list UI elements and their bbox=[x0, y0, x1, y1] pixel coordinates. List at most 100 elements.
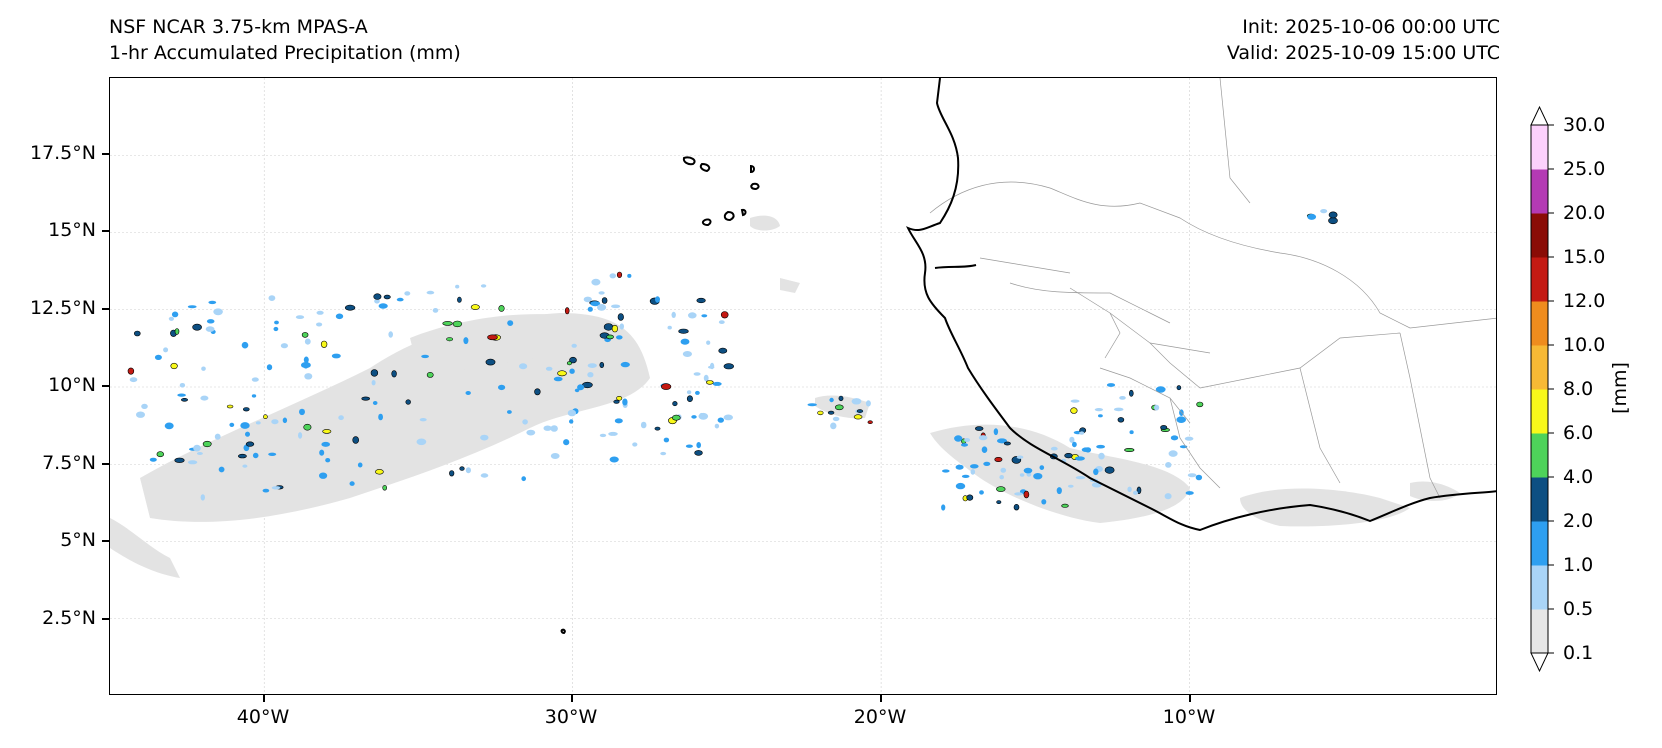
precip-cell bbox=[577, 384, 585, 391]
precip-cell bbox=[280, 343, 288, 349]
precip-cell bbox=[660, 451, 667, 456]
precip-cell bbox=[601, 297, 608, 304]
precip-cell bbox=[611, 324, 619, 333]
colorbar-min-extend bbox=[1530, 652, 1549, 673]
precip-cell bbox=[208, 300, 217, 305]
colorbar-level-label: 1.0 bbox=[1563, 554, 1594, 576]
init-time: Init: 2025-10-06 00:00 UTC bbox=[1242, 16, 1500, 38]
precip-cell bbox=[1155, 386, 1166, 393]
precip-cell bbox=[200, 395, 209, 401]
precip-cell bbox=[999, 475, 1004, 480]
precip-cell bbox=[994, 456, 1003, 462]
precip-cell bbox=[723, 414, 733, 421]
colorbar-level-label: 15.0 bbox=[1563, 246, 1606, 268]
precip-cell bbox=[164, 422, 174, 430]
precip-cell bbox=[426, 290, 435, 295]
lat-label-12-5: 12.5°N bbox=[29, 297, 96, 319]
precip-cell bbox=[655, 296, 660, 303]
precip-cell bbox=[1093, 468, 1099, 476]
precip-cell bbox=[526, 429, 536, 436]
lon-tick bbox=[571, 695, 573, 702]
precip-cell bbox=[609, 456, 619, 463]
precip-cell bbox=[964, 438, 971, 442]
precip-cell bbox=[373, 293, 382, 300]
precip-cell bbox=[255, 421, 261, 425]
colorbar-level-label: 25.0 bbox=[1563, 158, 1606, 180]
precip-cell bbox=[1070, 399, 1080, 403]
lat-label-2-5: 2.5°N bbox=[42, 607, 96, 629]
precip-cell bbox=[619, 323, 624, 330]
precip-cell bbox=[1019, 473, 1025, 477]
precip-cell bbox=[685, 444, 693, 448]
precip-cell bbox=[978, 435, 988, 441]
precip-cell bbox=[170, 362, 178, 370]
precip-cell bbox=[590, 301, 601, 307]
precip-cell bbox=[1074, 456, 1085, 461]
colorbar-level-label: 4.0 bbox=[1563, 466, 1594, 488]
colorbar-level-label: 2.0 bbox=[1563, 510, 1594, 532]
precip-cell bbox=[1081, 447, 1091, 453]
precip-cell bbox=[1154, 404, 1160, 411]
precip-cell bbox=[587, 363, 597, 368]
precip-cell bbox=[543, 425, 552, 431]
precip-cell bbox=[1328, 211, 1338, 219]
colorbar-level-label: 10.0 bbox=[1563, 334, 1606, 356]
precip-cell bbox=[187, 305, 197, 309]
precip-cell bbox=[941, 504, 946, 511]
precip-cell bbox=[603, 323, 614, 331]
precip-cell bbox=[372, 401, 378, 405]
precip-cell bbox=[1106, 383, 1116, 387]
gridlines bbox=[110, 78, 1496, 694]
precip-cell bbox=[251, 377, 259, 382]
precip-cell bbox=[299, 408, 305, 416]
precip-cell bbox=[271, 486, 281, 490]
precip-cell bbox=[1098, 414, 1103, 418]
lon-tick bbox=[880, 695, 882, 702]
precip-cell bbox=[174, 457, 185, 463]
precip-cell bbox=[457, 296, 462, 303]
precip-cell bbox=[703, 374, 709, 382]
precip-cell bbox=[640, 421, 647, 429]
precip-cell bbox=[455, 284, 460, 289]
precip-cell bbox=[1070, 407, 1078, 414]
precip-cell bbox=[701, 314, 708, 318]
precip-cell bbox=[830, 422, 837, 430]
precip-cell bbox=[961, 474, 970, 478]
precip-cell bbox=[1176, 385, 1182, 391]
precip-cell bbox=[955, 464, 964, 470]
precip-cell bbox=[419, 418, 427, 422]
precip-cell bbox=[663, 437, 670, 443]
precip-cell bbox=[1014, 492, 1023, 496]
precip-cell bbox=[1196, 401, 1204, 408]
precip-cell bbox=[487, 334, 498, 341]
precip-cell bbox=[268, 295, 276, 301]
precip-cell bbox=[321, 441, 330, 447]
lon-label-20w: 20°W bbox=[853, 706, 907, 728]
lat-tick bbox=[102, 153, 109, 155]
precip-cell bbox=[591, 278, 601, 286]
precip-cell bbox=[708, 365, 715, 369]
precip-cell bbox=[1041, 499, 1047, 505]
precip-cell bbox=[304, 373, 313, 380]
colorbar-level-label: 20.0 bbox=[1563, 202, 1606, 224]
precip-cell bbox=[361, 396, 370, 401]
precip-cell bbox=[718, 320, 725, 324]
precip-cell bbox=[1023, 467, 1033, 474]
precip-cell bbox=[1124, 447, 1135, 452]
precip-cell bbox=[521, 476, 526, 482]
precip-cell bbox=[571, 343, 577, 348]
precip-cell bbox=[242, 464, 248, 468]
precip-cell bbox=[446, 337, 453, 342]
coastline bbox=[560, 78, 1496, 635]
precip-cell bbox=[723, 363, 734, 370]
precip-cell bbox=[421, 354, 429, 359]
precip-cell bbox=[608, 431, 618, 436]
precip-cell bbox=[206, 319, 215, 324]
colorbar-swatch bbox=[1531, 521, 1548, 566]
precip-cell bbox=[654, 426, 661, 431]
precip-cell bbox=[179, 383, 186, 388]
precip-cell bbox=[1128, 389, 1134, 397]
precip-cell bbox=[1079, 431, 1085, 435]
colorbar-swatch bbox=[1531, 125, 1548, 170]
precip-cell bbox=[174, 328, 180, 335]
